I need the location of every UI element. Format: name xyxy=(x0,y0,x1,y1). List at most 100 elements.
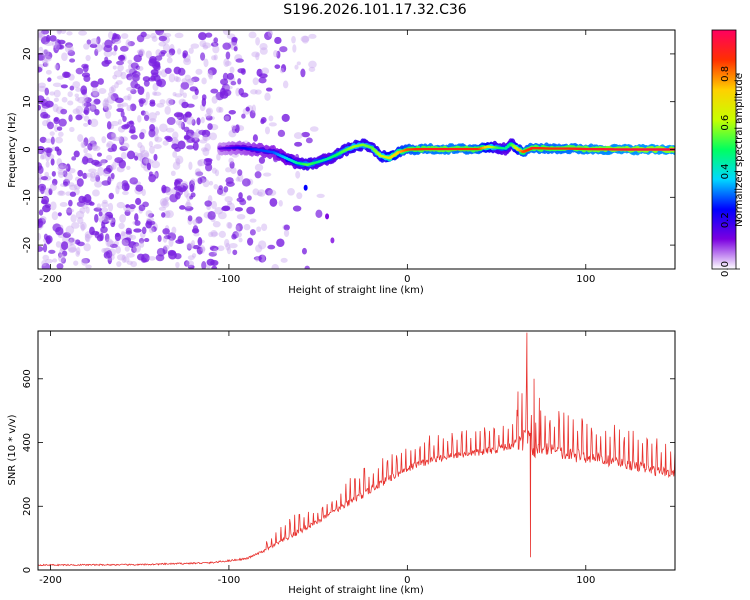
noise-speckle xyxy=(72,81,81,88)
noise-speckle xyxy=(208,231,214,238)
noise-speckle xyxy=(44,51,53,60)
noise-speckle xyxy=(295,170,301,179)
noise-speckle xyxy=(235,225,240,232)
noise-speckle xyxy=(93,98,101,105)
noise-speckle xyxy=(56,44,65,50)
colorbar-label: Normalized spectral amplitude xyxy=(734,73,745,227)
noise-speckle xyxy=(172,92,177,97)
noise-speckle xyxy=(57,30,62,34)
noise-speckle xyxy=(38,218,43,228)
noise-speckle xyxy=(55,136,63,144)
noise-speckle xyxy=(83,243,91,252)
noise-speckle xyxy=(301,35,309,44)
noise-speckle xyxy=(211,167,217,174)
noise-speckle xyxy=(276,238,285,248)
noise-speckle xyxy=(83,147,88,154)
noise-speckle xyxy=(264,188,273,196)
noise-speckle xyxy=(44,41,54,47)
noise-speckle xyxy=(75,87,81,92)
noise-speckle xyxy=(251,104,257,114)
noise-speckle xyxy=(230,81,237,86)
noise-speckle xyxy=(281,113,290,123)
noise-speckle xyxy=(158,35,168,42)
noise-speckle xyxy=(117,64,124,72)
noise-speckle xyxy=(155,49,162,57)
noise-speckle xyxy=(68,238,73,247)
spectrogram-y-ticks: -20 -10 0 10 20 xyxy=(22,48,675,253)
noise-speckle xyxy=(197,159,207,167)
noise-speckle xyxy=(103,50,113,57)
noise-speckle xyxy=(60,241,69,250)
noise-speckle xyxy=(185,115,195,125)
x-tick-label: 100 xyxy=(576,575,595,586)
noise-speckle xyxy=(90,90,100,98)
noise-speckle xyxy=(55,226,64,236)
noise-speckle xyxy=(128,120,134,125)
noise-speckle xyxy=(283,224,290,231)
noise-speckle xyxy=(104,233,110,243)
snr-series-line xyxy=(38,332,675,567)
noise-speckle xyxy=(62,170,68,178)
noise-speckle xyxy=(186,242,195,249)
noise-speckle xyxy=(185,260,195,268)
noise-speckle xyxy=(194,170,204,177)
noise-speckle xyxy=(202,147,210,157)
noise-speckle xyxy=(201,94,207,101)
noise-speckle xyxy=(154,133,159,142)
noise-speckle xyxy=(269,197,278,207)
noise-speckle xyxy=(128,234,137,240)
noise-speckle xyxy=(134,213,139,222)
noise-speckle xyxy=(42,62,48,67)
noise-speckle xyxy=(117,119,122,125)
noise-speckle xyxy=(82,156,89,165)
noise-speckle xyxy=(235,58,244,63)
noise-speckle xyxy=(114,157,124,164)
noise-speckle xyxy=(66,207,73,216)
noise-speckle xyxy=(120,33,129,39)
noise-speckle xyxy=(38,246,44,252)
noise-speckle xyxy=(304,265,310,269)
noise-speckle xyxy=(178,120,184,129)
noise-speckle xyxy=(58,253,66,263)
noise-speckle xyxy=(138,204,146,212)
noise-speckle xyxy=(146,162,152,171)
noise-speckle xyxy=(59,202,68,208)
noise-speckle xyxy=(38,145,45,155)
noise-speckle xyxy=(140,257,147,263)
noise-speckle xyxy=(103,98,109,103)
noise-speckle xyxy=(206,108,212,114)
noise-speckle xyxy=(212,221,221,228)
noise-speckle xyxy=(228,157,234,164)
noise-speckle xyxy=(195,171,204,177)
noise-speckle xyxy=(123,95,131,101)
noise-speckle xyxy=(164,105,171,115)
noise-speckle xyxy=(157,234,162,243)
noise-speckle xyxy=(112,136,122,142)
snr-panel: -200 -100 0 100 0 200 400 600 Height of straig… xyxy=(7,330,676,596)
noise-speckle xyxy=(260,118,265,125)
noise-speckle xyxy=(94,213,99,223)
noise-speckle xyxy=(75,105,84,114)
noise-speckle xyxy=(42,120,49,127)
noise-speckle xyxy=(251,51,261,58)
noise-speckle xyxy=(47,121,54,130)
noise-speckle xyxy=(90,38,99,45)
noise-speckle xyxy=(38,52,46,61)
noise-speckle xyxy=(242,178,251,187)
noise-speckle xyxy=(114,97,124,104)
noise-speckle xyxy=(96,36,101,45)
noise-speckle xyxy=(91,159,100,166)
noise-speckle xyxy=(40,151,47,160)
noise-speckle xyxy=(126,260,133,265)
noise-speckle xyxy=(90,176,97,183)
noise-speckle xyxy=(70,214,77,223)
noise-speckle xyxy=(52,39,58,49)
noise-speckle xyxy=(93,171,100,178)
noise-speckle xyxy=(265,87,273,92)
noise-speckle xyxy=(89,171,96,179)
noise-speckle xyxy=(261,223,268,232)
noise-speckle xyxy=(180,81,190,90)
noise-speckle xyxy=(43,55,52,62)
noise-speckle xyxy=(224,238,230,248)
colorbar-tick-label: 0.2 xyxy=(720,212,731,228)
